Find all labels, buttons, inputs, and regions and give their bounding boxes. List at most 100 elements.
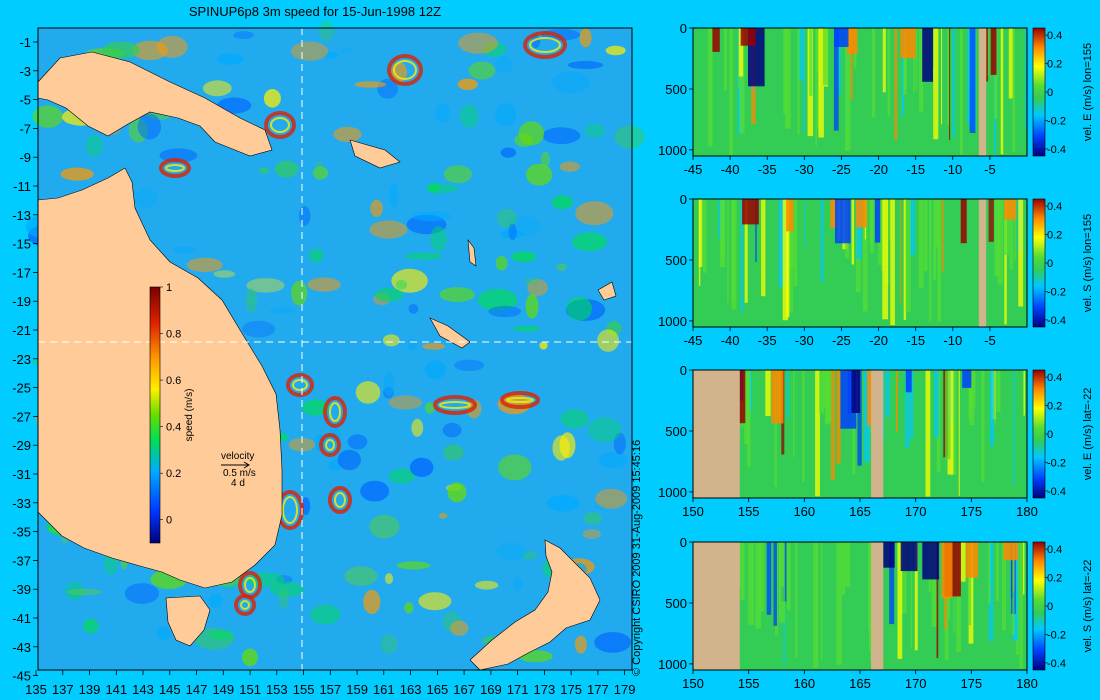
velocity-colorbar-tick-label: 0.2 bbox=[1047, 230, 1062, 242]
section-x-tick-label: 170 bbox=[905, 676, 927, 691]
velocity-streak bbox=[903, 199, 906, 320]
strong-current-eddy bbox=[234, 594, 256, 616]
eddy-blob bbox=[546, 494, 580, 512]
velocity-colorbar-label: vel. S (m/s) lon=155 bbox=[1082, 214, 1094, 312]
eddy-core bbox=[529, 37, 561, 53]
velocity-streak bbox=[782, 199, 789, 321]
velocity-streak bbox=[850, 28, 853, 100]
eddy-blob bbox=[458, 32, 499, 54]
velocity-streak bbox=[988, 199, 994, 242]
eddy-blob bbox=[524, 278, 539, 285]
section-x-tick-label: -45 bbox=[684, 162, 703, 177]
section-y-tick-label: 1000 bbox=[658, 657, 687, 672]
velocity-colorbar-label: vel. S (m/s) lat=-22 bbox=[1082, 560, 1094, 653]
eddy-blob bbox=[571, 232, 608, 252]
eddy-blob bbox=[560, 409, 589, 429]
section-x-tick-label: -5 bbox=[984, 333, 996, 348]
land-solomon bbox=[349, 139, 401, 169]
section-x-tick-label: 170 bbox=[905, 504, 927, 519]
surface-jet bbox=[1004, 199, 1017, 220]
velocity-streak bbox=[933, 199, 937, 280]
eddy-blob bbox=[67, 588, 103, 596]
eddy-blob bbox=[566, 296, 592, 321]
eddy-core bbox=[292, 379, 308, 391]
eddy-blob bbox=[389, 182, 399, 209]
velocity-streak bbox=[779, 542, 785, 587]
velocity-colorbar-tick-label: 0.2 bbox=[1047, 401, 1062, 413]
velocity-streak bbox=[836, 370, 841, 464]
velocity-streak bbox=[915, 28, 918, 90]
eddy-blob bbox=[172, 246, 197, 254]
section-y-tick-label: 1000 bbox=[658, 143, 687, 158]
section-y-tick-label: 0 bbox=[680, 363, 687, 378]
section-x-tick-label: 180 bbox=[1016, 676, 1038, 691]
section-x-tick-label: -10 bbox=[943, 333, 962, 348]
strong-current-eddy bbox=[523, 31, 567, 59]
velocity-streak bbox=[910, 542, 913, 649]
section-land bbox=[693, 542, 740, 670]
map-lon-tick-label: 161 bbox=[373, 682, 395, 697]
land-vanuatu bbox=[467, 238, 477, 267]
velocity-streak bbox=[878, 199, 883, 266]
velocity-streak bbox=[1004, 199, 1007, 325]
speed-colorbar-label: speed (m/s) bbox=[184, 389, 195, 442]
speed-map: 135 137 139 141 143 145 147 149 151 153 155 157 159 1… bbox=[12, 20, 645, 697]
strong-current-eddy bbox=[159, 158, 191, 178]
eddy-blob bbox=[202, 80, 232, 97]
eddy-blob bbox=[422, 343, 446, 350]
eddy-blob bbox=[439, 287, 475, 303]
velocity-streak bbox=[744, 199, 748, 303]
eddy-blob bbox=[614, 125, 645, 149]
eddy-blob bbox=[579, 28, 592, 48]
surface-jet bbox=[740, 28, 756, 46]
eddy-blob bbox=[132, 40, 168, 61]
eddy-blob bbox=[156, 626, 171, 640]
velocity-streak bbox=[956, 542, 961, 653]
section-land bbox=[978, 199, 987, 327]
velocity-streak bbox=[988, 542, 991, 605]
map-lon-tick-label: 173 bbox=[534, 682, 556, 697]
eddy-blob bbox=[382, 334, 400, 347]
map-lon-tick-label: 155 bbox=[293, 682, 315, 697]
speed-colorbar-tick-label: 0.4 bbox=[166, 422, 181, 434]
velocity-streak bbox=[778, 199, 783, 287]
speed-colorbar-tick-label: 1 bbox=[166, 282, 172, 294]
eddy-blob bbox=[559, 432, 576, 459]
map-lon-tick-label: 175 bbox=[560, 682, 582, 697]
map-lon-tick-label: 145 bbox=[159, 682, 181, 697]
surface-jet bbox=[900, 542, 918, 572]
section-frame bbox=[692, 198, 1028, 328]
velocity-streak bbox=[1018, 199, 1024, 307]
velocity-streak bbox=[809, 28, 813, 96]
velocity-key-time: 4 d bbox=[231, 478, 245, 489]
velocity-colorbar bbox=[1032, 198, 1046, 328]
section-x-tick-label: -40 bbox=[721, 333, 740, 348]
eddy-core bbox=[439, 401, 471, 409]
eddy-blob bbox=[134, 188, 158, 208]
velocity-colorbar-tick-label: 0 bbox=[1047, 258, 1053, 270]
map-lat-tick-label: -35 bbox=[12, 525, 31, 540]
eddy-core bbox=[165, 164, 185, 172]
velocity-streak bbox=[885, 370, 890, 417]
velocity-streak bbox=[739, 28, 745, 134]
eddy-blob bbox=[583, 512, 602, 525]
section-panel-4: 150 155 160 165 170 175 180 0 500 1000 0.4 0.2 0 -0.2… bbox=[658, 535, 1094, 691]
map-lat-tick-label: -15 bbox=[12, 237, 31, 252]
velocity-streak bbox=[820, 199, 824, 283]
eddy-blob bbox=[512, 325, 541, 332]
surface-jet bbox=[900, 28, 916, 59]
velocity-streak bbox=[882, 199, 888, 320]
eddy-blob bbox=[409, 457, 434, 477]
eddy-blob bbox=[291, 280, 308, 306]
velocity-streak bbox=[989, 370, 995, 446]
velocity-streak bbox=[941, 28, 943, 125]
eddy-blob bbox=[551, 71, 590, 94]
velocity-colorbar-tick-label: 0.4 bbox=[1047, 544, 1062, 556]
section-y-tick-label: 500 bbox=[665, 424, 687, 439]
section-x-tick-label: 175 bbox=[960, 676, 982, 691]
section-x-tick-label: -10 bbox=[943, 162, 962, 177]
velocity-streak bbox=[851, 199, 855, 265]
eddy-blob bbox=[233, 31, 254, 40]
map-lat-tick-label: -33 bbox=[12, 496, 31, 511]
eddy-blob bbox=[259, 167, 270, 174]
